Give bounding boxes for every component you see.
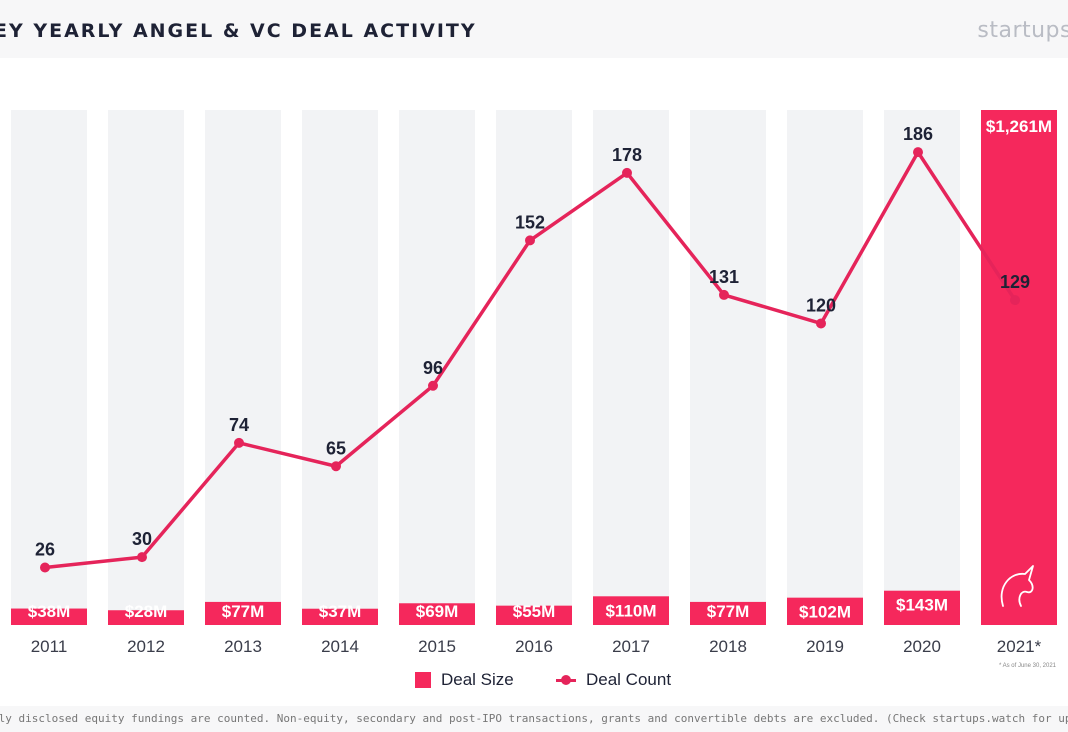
x-tick-label: 2014 [321,637,359,656]
deal-count-label: 152 [515,212,545,232]
deal-count-point [234,437,244,448]
deal-size-label: $28M [125,602,168,621]
column-bg-2013 [205,110,281,625]
x-tick-label: 2018 [709,637,747,656]
chart-area: $38M $28M $77M $37M $69M $55M $110M $77M $102M $1… [11,110,1057,656]
deal-size-bar-2013 [205,601,281,625]
x-tick-label: 2016 [515,637,553,656]
column-bg-2012 [108,110,184,625]
deal-size-label: $55M [513,602,556,621]
unicorn-icon-outline [1000,565,1034,607]
column-bg-2011 [11,110,87,625]
footer-bar: nly disclosed equity fundings are counte… [0,706,1068,732]
deal-count-label: 186 [903,124,933,144]
deal-count-point [913,147,923,158]
brand-logo: startups [977,18,1068,43]
deal-count-point [331,461,341,472]
deal-count-label: 30 [132,529,152,549]
column-bg-2017 [593,110,669,625]
legend-label-deal-count: Deal Count [586,670,672,689]
deal-size-bar-2018 [690,601,766,625]
deal-count-point [719,289,729,300]
legend-label-deal-size: Deal Size [441,670,514,689]
legend-item-deal-size: Deal Size [415,670,514,690]
header-bar: EY YEARLY ANGEL & VC DEAL ACTIVITY start… [0,0,1068,58]
deal-count-label: 26 [35,540,55,560]
x-tick-label: 2012 [127,637,165,656]
deal-size-bar-2020 [884,590,960,625]
deal-count-label: 129 [1000,272,1030,292]
x-tick-label: 2015 [418,637,456,656]
deal-size-label: $38M [28,602,71,621]
unicorn-icon [1000,565,1034,607]
deal-count-marker-icon [556,672,576,688]
x-tick-label: 2013 [224,637,262,656]
chart-title: EY YEARLY ANGEL & VC DEAL ACTIVITY [0,20,477,42]
deal-size-bar-2021 [981,110,1057,625]
deal-size-bar-2019 [787,597,863,625]
legend-item-deal-count: Deal Count [556,670,671,690]
deal-count-label: 74 [229,415,249,435]
deal-size-bar-2011 [11,608,87,625]
as-of-note: * As of June 30, 2021 [998,663,1056,669]
deal-count-point [1010,295,1020,306]
x-tick-label: 2019 [806,637,844,656]
deal-count-line-layer [40,147,1020,573]
deal-size-label: $37M [319,602,362,621]
deal-size-bar-2016 [496,605,572,625]
deal-count-point [137,552,147,563]
deal-count-labels: 26 30 74 65 96 152 178 131 120 186 129 [35,124,1030,559]
deal-size-label: $77M [222,602,265,621]
column-bg-2018 [690,110,766,625]
deal-count-label: 120 [806,295,836,315]
deal-count-point [525,235,535,246]
x-axis-ticks: 2011 2012 2013 2014 2015 2016 2017 2018 2019 2020… [31,637,1042,656]
footer-disclaimer: nly disclosed equity fundings are counte… [0,712,1068,725]
x-tick-label: 2021* [997,637,1042,656]
deal-size-label: $110M [605,601,656,620]
deal-size-labels: $38M $28M $77M $37M $69M $55M $110M $77M $102M $1… [28,117,1052,622]
deal-size-label: $69M [416,602,459,621]
deal-count-label: 65 [326,438,346,458]
deal-count-point [622,167,632,178]
x-tick-label: 2017 [612,637,650,656]
deal-count-label: 96 [423,358,443,378]
deal-size-bar-2012 [108,610,184,625]
deal-size-label: $102M [799,603,851,622]
deal-count-label: 131 [709,267,739,287]
x-tick-label: 2011 [31,637,68,656]
deal-count-point [40,562,50,573]
column-bg-2016 [496,110,572,625]
deal-size-label: $1,261M [986,117,1052,136]
deal-count-point [816,318,826,329]
legend: Deal Size Deal Count [0,670,1068,694]
deal-size-label: $77M [707,602,750,621]
deal-size-swatch [415,672,431,688]
deal-size-bars [11,110,1057,625]
deal-count-label: 178 [612,145,642,165]
x-tick-label: 2020 [903,637,941,656]
deal-count-point [428,380,438,391]
deal-size-bar-2015 [399,603,475,625]
column-bg-2015 [399,110,475,625]
deal-size-bar-2017 [593,596,669,625]
deal-size-label: $143M [896,596,948,615]
column-bg-2014 [302,110,378,625]
column-bg-2019 [787,110,863,625]
deal-size-bar-2014 [302,608,378,625]
column-bg-2020 [884,110,960,625]
